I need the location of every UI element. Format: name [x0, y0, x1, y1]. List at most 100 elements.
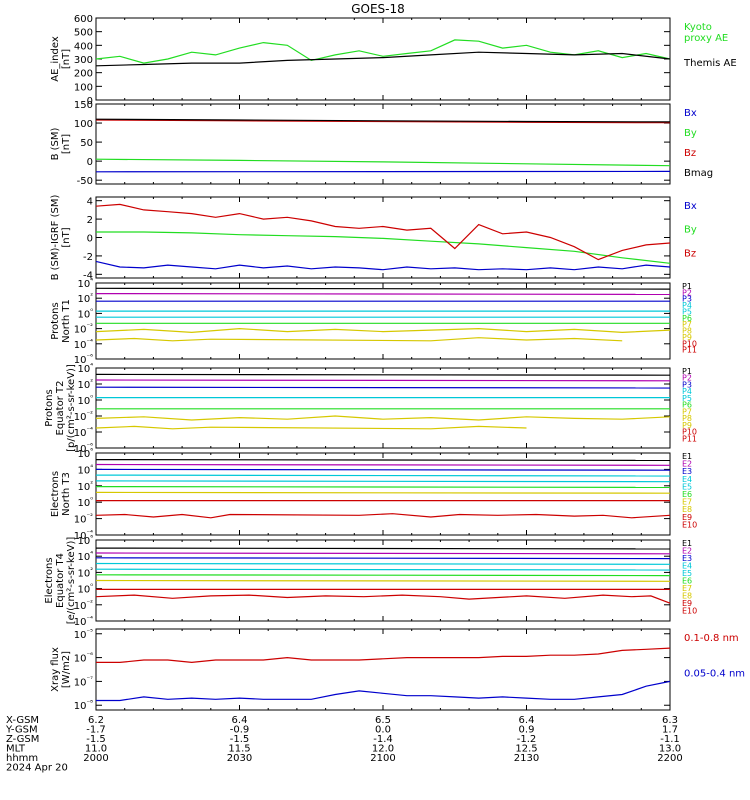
y-tick-label: 50 [80, 138, 93, 149]
y-axis-label: North T1 [61, 299, 72, 343]
y-axis-label: Equator T4 [55, 553, 66, 608]
series-line-themis-ae [95, 51, 671, 67]
y-axis-label: [e/(cm²-s-sr-keV)] [66, 537, 77, 625]
legend-entry: E10 [682, 520, 697, 529]
y-tick-label: 100 [74, 82, 93, 93]
legend-entry: 0.1-0.8 nm [684, 633, 739, 644]
legend-entry: Bz [684, 248, 696, 259]
series-line-bmag [95, 118, 671, 123]
x-axis-row-label: X-GSM [6, 715, 39, 726]
legend-entry: P10 [682, 339, 697, 348]
series-line-e5 [95, 480, 671, 483]
x-tick-label: 12.5 [515, 744, 537, 755]
y-axis-label: Protons [44, 389, 55, 426]
y-tick-label: 10² [77, 378, 93, 391]
x-tick-label: 2000 [83, 753, 108, 764]
y-axis-label: [nT] [61, 134, 72, 154]
series-line-e5 [95, 568, 671, 571]
x-tick-label: 6.4 [232, 715, 248, 726]
legend-entry: P2 [682, 288, 692, 297]
y-tick-label: 10⁴ [77, 362, 93, 375]
series-line-e9 [95, 513, 671, 519]
y-tick-label: 10⁻⁴ [74, 615, 93, 628]
series-line-e6 [95, 486, 671, 488]
legend-entry: P3 [682, 295, 692, 304]
y-axis-label: Equator T2 [55, 381, 66, 436]
y-axis-label: North T3 [61, 472, 72, 516]
legend-entry: E4 [682, 475, 692, 484]
x-tick-label: -1.4 [373, 734, 393, 745]
legend-entry: P5 [682, 394, 692, 403]
x-tick-label: 6.4 [519, 715, 535, 726]
y-tick-label: 10⁻² [74, 513, 93, 526]
legend-entry: E5 [682, 482, 692, 491]
y-tick-label: 100 [74, 119, 93, 130]
x-tick-label: 0.0 [375, 725, 391, 736]
y-tick-label: 10² [77, 292, 93, 305]
y-tick-label: 10⁻⁵ [74, 628, 93, 641]
series-line-0-05-0-4-nm [96, 680, 671, 702]
legend-entry: P8 [682, 327, 692, 336]
series-line-p8 [95, 337, 623, 342]
x-axis-row-label: hhmm [6, 753, 38, 764]
legend-entry: Bmag [684, 168, 713, 179]
series-line-e1 [95, 459, 671, 461]
legend-entry: E6 [682, 490, 692, 499]
series-line-by [96, 231, 671, 264]
series-line-e7 [95, 579, 671, 582]
legend-entry: P8 [682, 414, 692, 423]
y-axis-label: [p/(cm²-s-sr-keV)] [66, 364, 77, 452]
y-tick-label: 10⁻⁶ [74, 442, 93, 455]
legend-entry: P4 [682, 387, 692, 396]
legend-entry: E6 [682, 577, 692, 586]
legend-entry: P6 [682, 401, 692, 410]
y-tick-label: 10⁶ [77, 447, 93, 460]
legend-entry: Themis AE [683, 58, 737, 69]
x-tick-label: 2030 [227, 753, 252, 764]
series-line-e7 [95, 491, 671, 494]
legend-entry: E8 [682, 505, 692, 514]
y-tick-label: 10⁰ [77, 394, 93, 407]
legend-entry: E8 [682, 592, 692, 601]
legend-entry: Kyoto [684, 22, 712, 33]
series-line-e4 [95, 474, 671, 477]
x-axis-row-label: Y-GSM [5, 725, 38, 736]
x-tick-label: -1.5 [230, 734, 250, 745]
x-tick-label: 6.2 [88, 715, 104, 726]
y-tick-label: 10⁻⁶ [74, 652, 93, 665]
y-tick-label: 10⁴ [77, 277, 93, 290]
legend-entry: 0.05-0.4 nm [684, 669, 745, 680]
legend-entry: E9 [682, 513, 692, 522]
legend-entry: By [684, 225, 697, 236]
y-axis-label: Protons [50, 302, 61, 339]
y-tick-label: -50 [77, 176, 93, 187]
x-tick-label: 12.0 [372, 744, 394, 755]
x-tick-label: 2100 [370, 753, 395, 764]
y-tick-label: 10⁻² [74, 410, 93, 423]
series-line-p3 [95, 386, 671, 389]
x-tick-label: 11.5 [228, 744, 250, 755]
y-axis-label: B (SM)-IGRF (SM) [50, 195, 61, 281]
y-tick-label: 10⁻⁴ [74, 426, 93, 439]
series-line-p7 [95, 327, 671, 334]
series-line-p7 [95, 415, 671, 421]
legend-entry: P9 [682, 421, 692, 430]
series-line-kyoto-proxy-ae [95, 39, 671, 64]
y-tick-label: 10² [77, 480, 93, 493]
y-tick-label: 500 [74, 28, 93, 39]
y-tick-label: 10⁻² [74, 599, 93, 612]
x-tick-label: 13.0 [659, 744, 681, 755]
series-line-e6 [95, 574, 671, 577]
date-label: 2024 Apr 20 [6, 763, 68, 774]
x-tick-label: 1.7 [662, 725, 678, 736]
series-line-bz [95, 203, 671, 261]
legend-entry: E2 [682, 547, 692, 556]
y-tick-label: 10⁻⁴ [74, 338, 93, 351]
y-tick-label: 10⁻⁴ [74, 529, 93, 542]
legend-entry: P7 [682, 407, 692, 416]
series-line-e2 [95, 463, 671, 466]
x-tick-label: -1.1 [660, 734, 680, 745]
legend-entry: E1 [682, 539, 692, 548]
x-tick-label: -1.7 [86, 725, 106, 736]
y-tick-label: 2 [87, 215, 93, 226]
